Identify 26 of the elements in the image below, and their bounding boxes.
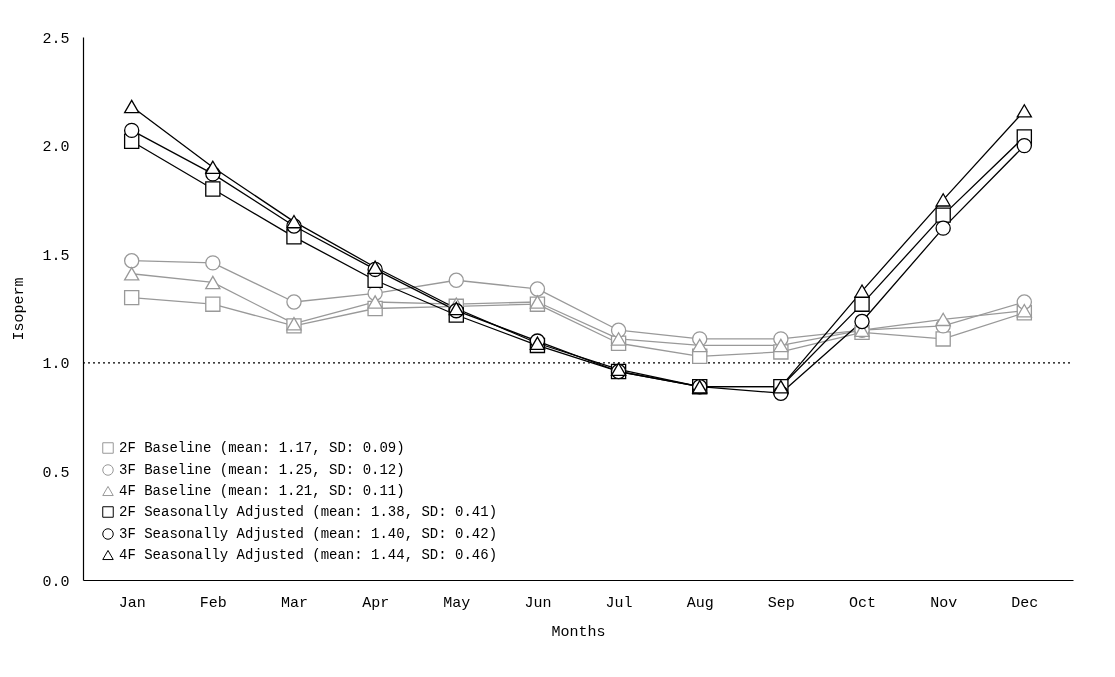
- x-tick-label: Sep: [767, 594, 795, 612]
- y-tick-label: 0.0: [42, 573, 70, 591]
- legend-label: 4F Baseline (mean: 1.21, SD: 0.11): [119, 483, 405, 499]
- x-tick-label: Apr: [362, 594, 390, 612]
- y-tick-label: 1.0: [42, 356, 70, 374]
- x-tick-label: Dec: [1011, 594, 1039, 612]
- x-axis-title: Months: [551, 623, 606, 641]
- legend-label: 4F Seasonally Adjusted (mean: 1.44, SD: 0.46): [119, 547, 498, 563]
- legend-label: 2F Seasonally Adjusted (mean: 1.38, SD: 0.41): [119, 504, 498, 520]
- x-tick-label: Mar: [280, 594, 308, 612]
- x-tick-label: Aug: [686, 594, 714, 612]
- x-tick-label: Feb: [199, 594, 227, 612]
- y-tick-label: 1.5: [42, 247, 70, 265]
- legend-label: 3F Seasonally Adjusted (mean: 1.40, SD: 0.42): [119, 526, 498, 542]
- legend-label: 2F Baseline (mean: 1.17, SD: 0.09): [119, 440, 405, 456]
- x-tick-label: Jun: [524, 594, 552, 612]
- legend-label: 3F Baseline (mean: 1.25, SD: 0.12): [119, 462, 405, 478]
- x-tick-label: May: [443, 594, 471, 612]
- y-tick-label: 0.5: [42, 464, 70, 482]
- x-tick-label: Jan: [118, 594, 146, 612]
- x-tick-label: Oct: [849, 594, 877, 612]
- y-tick-label: 2.0: [42, 139, 70, 157]
- y-tick-label: 2.5: [42, 30, 70, 48]
- x-tick-label: Jul: [605, 594, 633, 612]
- y-axis-title: Isoperm: [11, 277, 29, 341]
- x-tick-label: Nov: [930, 594, 958, 612]
